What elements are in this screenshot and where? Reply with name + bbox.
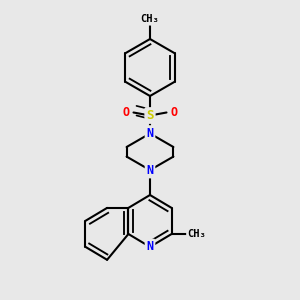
Text: N: N [146,127,154,140]
Text: CH₃: CH₃ [188,229,206,239]
Text: N: N [146,240,154,254]
Text: S: S [146,109,154,122]
Text: CH₃: CH₃ [141,14,159,25]
Text: N: N [146,164,154,177]
Text: O: O [170,106,178,119]
Text: O: O [122,106,130,119]
